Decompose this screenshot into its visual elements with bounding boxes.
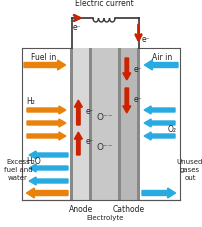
FancyArrow shape [144,119,175,127]
Bar [118,48,140,200]
Text: H₂O: H₂O [26,158,41,166]
FancyArrow shape [24,60,66,70]
FancyArrow shape [27,106,66,114]
FancyArrow shape [74,132,82,155]
Text: Unused
gases
out: Unused gases out [177,160,202,180]
Text: e⁻: e⁻ [134,96,142,104]
Bar [118,48,121,200]
Text: H₂: H₂ [26,98,35,106]
FancyArrow shape [123,58,131,80]
Text: O₂: O₂ [168,126,177,135]
FancyArrow shape [144,60,178,70]
FancyArrow shape [26,188,68,198]
Text: Cathode: Cathode [113,205,145,215]
Text: Anode: Anode [69,205,93,215]
Text: Air in: Air in [152,54,172,62]
Bar [70,48,73,200]
Text: Fuel in: Fuel in [31,54,57,62]
Text: Electrolyte: Electrolyte [86,215,124,221]
Bar [92,48,118,200]
Text: e⁻: e⁻ [85,138,94,146]
Text: Excess
fuel and
water: Excess fuel and water [4,160,32,180]
FancyArrow shape [29,151,68,159]
FancyArrow shape [29,177,68,185]
FancyArrow shape [29,164,68,172]
FancyArrow shape [144,106,175,114]
Text: e⁻: e⁻ [141,35,150,44]
Text: e⁻: e⁻ [134,66,142,74]
Text: e⁻: e⁻ [85,108,94,116]
Text: e⁻: e⁻ [72,24,81,32]
FancyArrow shape [27,132,66,140]
Bar [137,48,140,200]
Bar [89,48,92,200]
Text: O⁻⁻: O⁻⁻ [97,114,113,123]
FancyArrow shape [74,100,82,125]
FancyArrow shape [142,188,176,198]
Bar [70,48,92,200]
Text: Electric current: Electric current [75,0,133,8]
FancyArrow shape [123,88,131,113]
FancyArrow shape [27,119,66,127]
FancyArrow shape [144,132,175,140]
Text: O⁻⁻: O⁻⁻ [97,143,113,153]
